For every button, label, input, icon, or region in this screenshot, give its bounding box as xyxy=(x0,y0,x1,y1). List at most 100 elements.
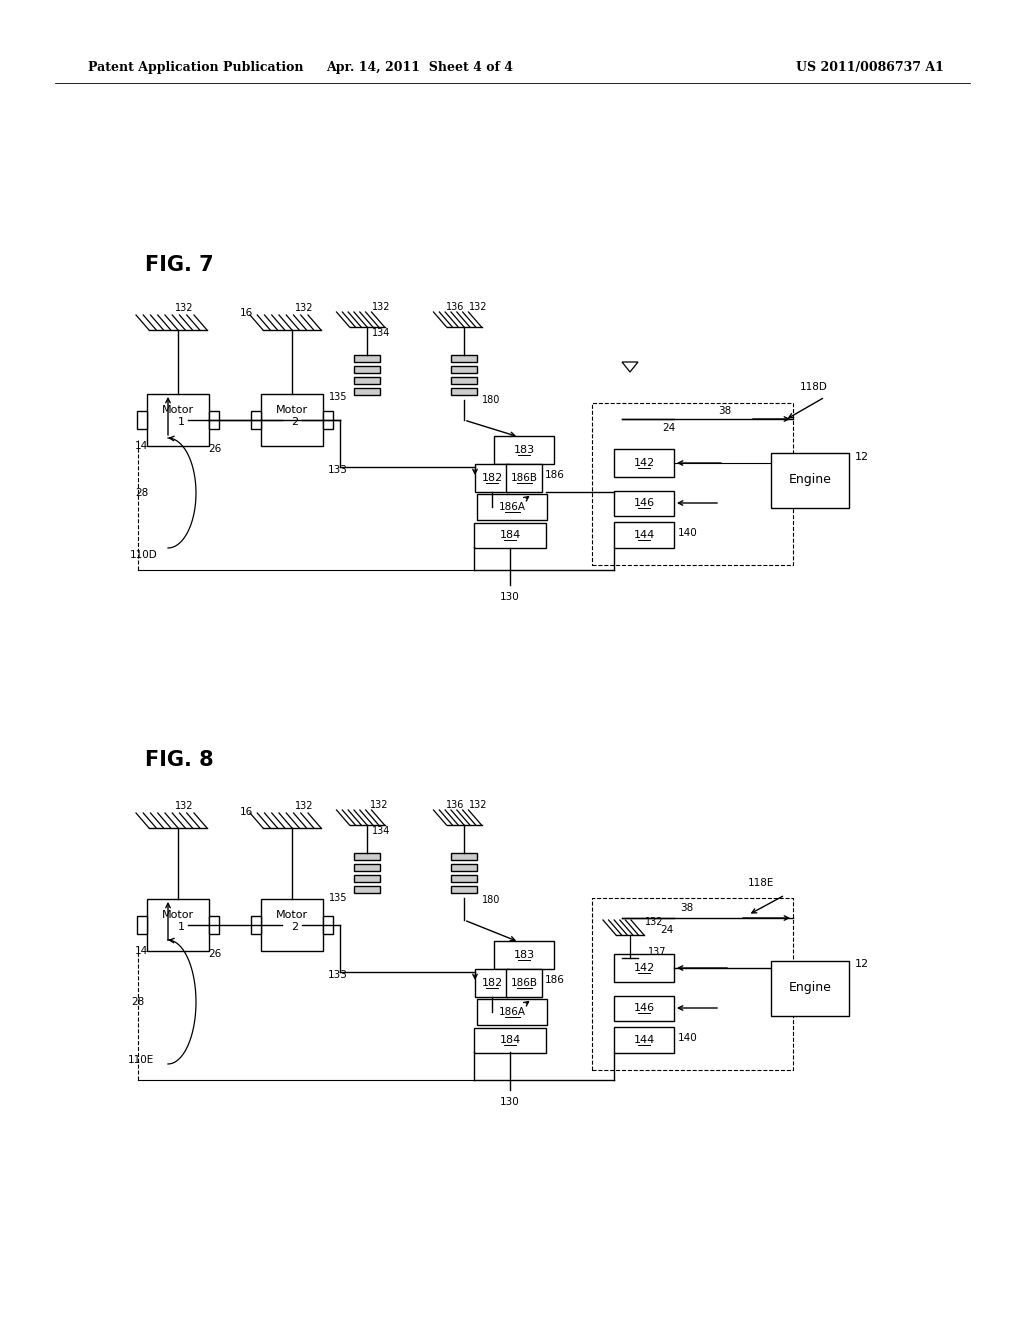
Text: 183: 183 xyxy=(513,950,535,960)
Bar xyxy=(475,969,509,997)
Text: 137: 137 xyxy=(648,946,667,957)
Text: 184: 184 xyxy=(500,1035,520,1045)
Bar xyxy=(614,995,674,1020)
Text: 12: 12 xyxy=(855,451,869,462)
Bar xyxy=(474,523,546,548)
Text: 133: 133 xyxy=(328,465,348,475)
Bar xyxy=(494,436,554,465)
Text: Apr. 14, 2011  Sheet 4 of 4: Apr. 14, 2011 Sheet 4 of 4 xyxy=(327,62,513,74)
Bar xyxy=(451,865,477,871)
Text: US 2011/0086737 A1: US 2011/0086737 A1 xyxy=(796,62,944,74)
Text: 134: 134 xyxy=(372,826,390,836)
Bar xyxy=(354,378,380,384)
Bar xyxy=(494,941,554,969)
Bar xyxy=(147,393,209,446)
Text: 110E: 110E xyxy=(128,1055,155,1065)
Text: Engine: Engine xyxy=(788,982,831,994)
Bar xyxy=(451,378,477,384)
Text: 136: 136 xyxy=(446,302,464,312)
Bar xyxy=(614,954,674,982)
Bar xyxy=(354,366,380,374)
Text: 38: 38 xyxy=(718,407,731,416)
Text: 186: 186 xyxy=(545,470,565,480)
Text: 16: 16 xyxy=(240,308,253,318)
Text: 132: 132 xyxy=(469,302,487,312)
Text: 182: 182 xyxy=(481,978,503,987)
Bar xyxy=(614,521,674,548)
Text: 24: 24 xyxy=(662,422,675,433)
Text: Motor
  1: Motor 1 xyxy=(162,911,195,932)
Text: 132: 132 xyxy=(372,302,390,312)
Text: 16: 16 xyxy=(240,807,253,817)
Text: 118E: 118E xyxy=(748,878,774,888)
Text: 182: 182 xyxy=(481,473,503,483)
Text: 180: 180 xyxy=(482,895,501,906)
Bar xyxy=(474,1027,546,1052)
Bar xyxy=(506,969,542,997)
Text: Patent Application Publication: Patent Application Publication xyxy=(88,62,303,74)
Bar xyxy=(771,453,849,507)
Text: 134: 134 xyxy=(372,327,390,338)
Bar xyxy=(614,1027,674,1053)
Text: 186B: 186B xyxy=(511,978,538,987)
Bar xyxy=(354,388,380,395)
Text: 24: 24 xyxy=(660,925,673,935)
Text: 130: 130 xyxy=(500,591,520,602)
Text: 110D: 110D xyxy=(130,550,158,560)
Bar xyxy=(354,355,380,362)
Text: Motor
  2: Motor 2 xyxy=(275,911,308,932)
Bar xyxy=(137,916,147,935)
Text: 146: 146 xyxy=(634,1003,654,1012)
Text: 136: 136 xyxy=(446,800,464,810)
Text: 183: 183 xyxy=(513,445,535,455)
Bar xyxy=(251,411,261,429)
Bar xyxy=(475,465,509,492)
Bar xyxy=(354,853,380,861)
Bar xyxy=(506,465,542,492)
Bar xyxy=(592,403,793,565)
Bar xyxy=(614,449,674,477)
Text: 132: 132 xyxy=(645,917,664,927)
Bar xyxy=(451,853,477,861)
Bar xyxy=(451,886,477,894)
Text: 140: 140 xyxy=(678,528,697,539)
Text: 132: 132 xyxy=(175,801,194,810)
Bar xyxy=(137,411,147,429)
Text: 130: 130 xyxy=(500,1097,520,1107)
Bar xyxy=(592,898,793,1071)
Text: 186B: 186B xyxy=(511,473,538,483)
Text: 140: 140 xyxy=(678,1034,697,1043)
Text: 133: 133 xyxy=(328,970,348,979)
Text: 132: 132 xyxy=(370,800,388,810)
Text: 144: 144 xyxy=(634,531,654,540)
Text: 132: 132 xyxy=(295,304,313,313)
Text: 28: 28 xyxy=(135,488,148,498)
Text: 186A: 186A xyxy=(499,502,525,512)
Bar xyxy=(771,961,849,1015)
Text: Engine: Engine xyxy=(788,474,831,487)
Text: 26: 26 xyxy=(208,444,221,454)
Text: Motor
  2: Motor 2 xyxy=(275,405,308,426)
Text: 135: 135 xyxy=(329,894,347,903)
Text: 184: 184 xyxy=(500,531,520,540)
Bar xyxy=(354,875,380,882)
Text: FIG. 8: FIG. 8 xyxy=(145,750,214,770)
Bar xyxy=(261,393,323,446)
Bar xyxy=(354,886,380,894)
Text: 28: 28 xyxy=(132,997,145,1007)
Text: 142: 142 xyxy=(634,964,654,973)
Text: 180: 180 xyxy=(482,395,501,405)
Text: Motor
  1: Motor 1 xyxy=(162,405,195,426)
Bar xyxy=(477,494,547,520)
Text: 146: 146 xyxy=(634,498,654,508)
Bar xyxy=(477,999,547,1026)
Text: 14: 14 xyxy=(135,441,148,451)
Text: 135: 135 xyxy=(329,392,347,403)
Text: 14: 14 xyxy=(135,946,148,956)
Bar xyxy=(323,411,333,429)
Text: 186: 186 xyxy=(545,975,565,985)
Bar xyxy=(323,916,333,935)
Text: 132: 132 xyxy=(295,801,313,810)
Bar xyxy=(451,366,477,374)
Text: 142: 142 xyxy=(634,458,654,469)
